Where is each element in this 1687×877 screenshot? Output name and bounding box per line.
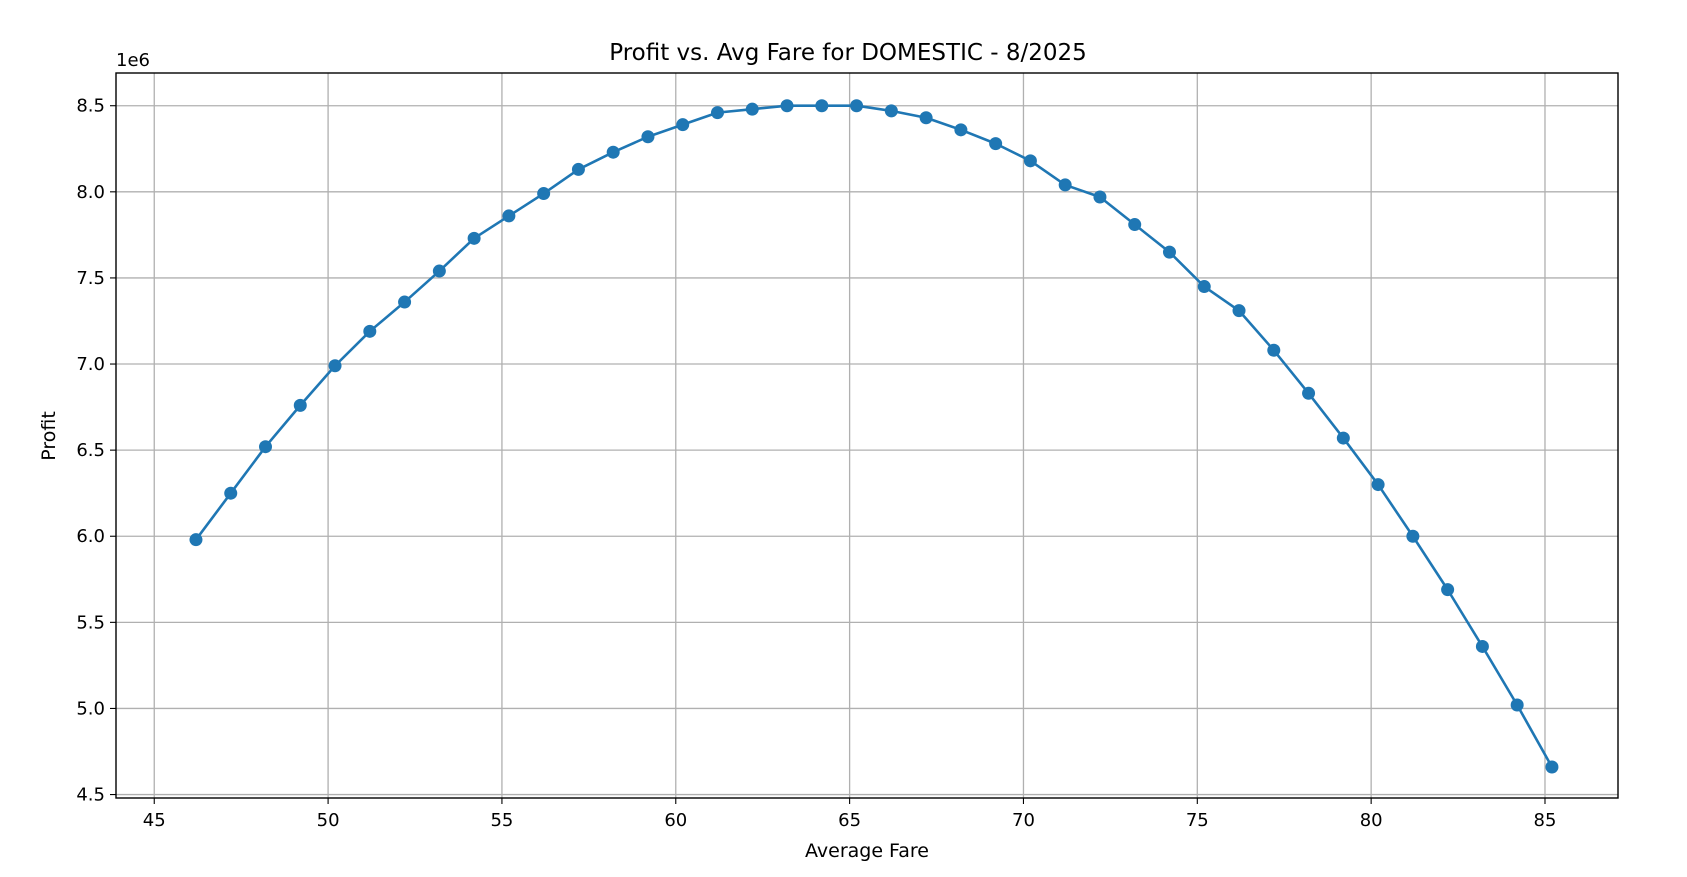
data-point bbox=[815, 99, 829, 113]
data-point bbox=[363, 324, 377, 338]
y-tick-label: 5.5 bbox=[76, 612, 105, 633]
y-tick-label: 6.5 bbox=[76, 440, 105, 461]
data-point bbox=[641, 130, 655, 144]
data-point bbox=[1371, 478, 1385, 492]
data-point bbox=[1197, 280, 1211, 294]
data-point bbox=[293, 398, 307, 412]
data-point bbox=[1545, 760, 1559, 774]
data-point bbox=[189, 533, 203, 547]
data-point bbox=[467, 231, 481, 245]
data-point bbox=[989, 137, 1003, 151]
data-point bbox=[537, 187, 551, 201]
data-point bbox=[745, 102, 759, 116]
data-point bbox=[1162, 245, 1176, 259]
x-tick-label: 85 bbox=[1534, 810, 1557, 831]
data-point bbox=[850, 99, 864, 113]
y-axis-label: Profit bbox=[38, 411, 60, 461]
data-point bbox=[1475, 639, 1489, 653]
x-tick-label: 60 bbox=[664, 810, 687, 831]
data-point bbox=[1128, 218, 1142, 232]
series-profit bbox=[189, 99, 1559, 774]
y-tick-label: 4.5 bbox=[76, 785, 105, 806]
data-point bbox=[919, 111, 933, 125]
data-point bbox=[884, 104, 898, 118]
y-tick-label: 8.0 bbox=[76, 182, 105, 203]
data-point bbox=[710, 106, 724, 120]
data-point bbox=[780, 99, 794, 113]
x-tick-label: 80 bbox=[1360, 810, 1383, 831]
y-tick-label: 6.0 bbox=[76, 526, 105, 547]
chart-title: Profit vs. Avg Fare for DOMESTIC - 8/202… bbox=[609, 40, 1087, 66]
data-point bbox=[1406, 529, 1420, 543]
data-point bbox=[676, 118, 690, 132]
data-point bbox=[1302, 386, 1316, 400]
data-point bbox=[259, 440, 273, 454]
data-point bbox=[328, 359, 342, 373]
y-tick-label: 7.5 bbox=[76, 268, 105, 289]
x-tick-label: 55 bbox=[490, 810, 513, 831]
grid bbox=[116, 73, 1618, 798]
y-tick-label: 5.0 bbox=[76, 698, 105, 719]
data-point bbox=[1058, 178, 1072, 192]
data-point bbox=[1232, 304, 1246, 318]
data-point bbox=[432, 264, 446, 278]
x-axis-label: Average Fare bbox=[805, 840, 929, 862]
y-scale-label: 1e6 bbox=[116, 50, 150, 71]
x-tick-label: 70 bbox=[1012, 810, 1035, 831]
profit-line bbox=[194, 104, 1554, 768]
data-point bbox=[1093, 190, 1107, 204]
axis-ticks: 45 50 55 60 65 70 75 80 85 4.5 5.0 5.5 6.0 6.5 7.0 7.5 8… bbox=[76, 96, 1556, 831]
x-tick-label: 75 bbox=[1186, 810, 1209, 831]
data-point bbox=[1336, 431, 1350, 445]
y-tick-label: 8.5 bbox=[76, 96, 105, 117]
data-point bbox=[1023, 154, 1037, 168]
y-tick-label: 7.0 bbox=[76, 354, 105, 375]
x-tick-label: 50 bbox=[317, 810, 340, 831]
data-point bbox=[954, 123, 968, 137]
data-point bbox=[1510, 698, 1524, 712]
data-point bbox=[1441, 583, 1455, 597]
data-point bbox=[571, 162, 585, 176]
x-tick-label: 45 bbox=[143, 810, 166, 831]
x-tick-label: 65 bbox=[838, 810, 861, 831]
data-point bbox=[606, 145, 620, 159]
data-point bbox=[502, 209, 516, 223]
plot-frame bbox=[115, 72, 1619, 799]
data-point bbox=[398, 295, 412, 309]
data-point bbox=[1267, 343, 1281, 357]
data-point bbox=[224, 486, 238, 500]
